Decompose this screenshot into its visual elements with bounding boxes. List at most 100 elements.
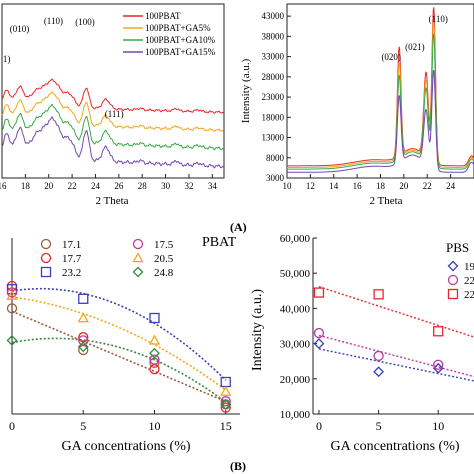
data-point <box>148 334 161 345</box>
data-point <box>313 287 325 298</box>
series-line <box>287 33 474 170</box>
legend-marker <box>40 266 52 278</box>
data-point <box>220 396 231 407</box>
trend-line <box>11 310 227 403</box>
x-axis-label: GA concentrations (%) <box>61 439 190 454</box>
data-point <box>433 326 444 337</box>
legend-label: 22 <box>464 289 474 301</box>
trend-lines <box>318 286 474 382</box>
trend-line <box>11 337 227 403</box>
x-tick-label: 10 <box>283 181 293 191</box>
data-points <box>6 280 232 413</box>
y-tick-label: 18000 <box>262 112 285 122</box>
legend-label: 22 <box>464 275 474 287</box>
legend-label: 100PBAT+GA10% <box>145 35 216 45</box>
data-point <box>6 289 18 300</box>
pbat-intensity-panel: 0 5 10 15 17.1 17.7 23.2 17.5 20.5 24.8 PBAT GA … <box>6 235 240 454</box>
x-axis-label: 2 Theta <box>369 195 402 207</box>
peak-label: (021) <box>405 42 425 52</box>
panel-label-a: (A) <box>230 220 247 234</box>
y-tick-label: 20,000 <box>280 374 311 386</box>
x-tick-label: 30 <box>161 181 171 191</box>
trend-line <box>318 286 474 338</box>
x-tick-label: 24 <box>91 181 101 191</box>
trend-lines <box>11 287 227 403</box>
data-point <box>149 347 160 359</box>
x-tick-label: 34 <box>208 181 218 191</box>
x-tick-label: 26 <box>114 181 124 191</box>
data-point <box>149 354 160 365</box>
data-point <box>432 362 444 374</box>
legend: 100PBAT 100PBAT+GA5% 100PBAT+GA10% 100PBAT+… <box>123 11 216 57</box>
x-tick-label: 20 <box>44 181 54 191</box>
plot-frame <box>1 3 225 179</box>
y-tick-label: 30,000 <box>280 339 311 351</box>
y-tick-label: 33000 <box>262 52 285 62</box>
x-tick-label: 12 <box>306 181 315 191</box>
data-point <box>6 287 18 298</box>
x-tick-label: 5 <box>80 419 86 433</box>
tick-group: 0 5 10 10,000 20,000 30,000 40,000 50,000 60,000 <box>280 233 444 433</box>
legend-label: 100PBAT <box>145 11 181 21</box>
legend-marker <box>40 252 52 264</box>
y-tick-label: 28000 <box>262 72 285 82</box>
data-point <box>313 327 325 339</box>
legend-label: 100PBAT+GA15% <box>145 47 216 57</box>
y-tick-label: 8000 <box>266 153 285 163</box>
legend-title: PBS <box>446 240 469 255</box>
data-point <box>6 284 18 295</box>
x-tick-label: 18 <box>376 181 386 191</box>
xrd-pbs-panel: 10 12 14 16 18 20 22 24 3000 8000 13000 18000 23000 2… <box>240 3 474 207</box>
x-tick-label: 5 <box>376 419 382 433</box>
legend-marker <box>40 238 52 250</box>
x-tick-label: 16 <box>0 181 7 191</box>
data-point <box>220 376 231 388</box>
x-tick-label: 24 <box>446 181 456 191</box>
legend-label: 100PBAT+GA5% <box>145 23 211 33</box>
x-tick-label: 28 <box>138 181 148 191</box>
x-tick-label: 14 <box>329 181 339 191</box>
y-tick-label: 40,000 <box>280 303 311 315</box>
series-line <box>1 78 224 114</box>
legend-label: 17.5 <box>154 239 174 251</box>
y-tick-label: 10,000 <box>280 409 311 421</box>
panel-label-b: (B) <box>230 459 246 473</box>
x-tick-label: 15 <box>220 419 232 433</box>
x-axis-label: 2 Theta <box>95 195 128 207</box>
data-points <box>313 287 444 378</box>
legend-marker <box>132 238 144 250</box>
y-tick-label: 38000 <box>262 31 285 41</box>
tick-group: 10 12 14 16 18 20 22 24 3000 8000 13000 18000 23000 2… <box>262 11 456 191</box>
legend: PBS 19 22 22 <box>446 240 474 301</box>
chart-title: PBAT <box>202 235 237 250</box>
data-point <box>373 350 384 362</box>
y-tick-label: 60,000 <box>280 233 311 245</box>
peak-label: (111) <box>105 109 124 119</box>
series-line <box>1 116 224 169</box>
x-tick-label: 20 <box>399 181 409 191</box>
data-point <box>78 344 89 356</box>
y-axis-label: Intensity (a.u.) <box>250 289 265 371</box>
series-line <box>1 103 224 151</box>
data-point <box>220 385 232 396</box>
xrd-pbat-panel: 16 18 20 22 24 26 28 30 32 34 1) (010) (110) (100) (1… <box>0 3 225 207</box>
data-point <box>78 335 89 346</box>
legend-marker <box>447 288 459 300</box>
x-tick-label: 32 <box>184 181 193 191</box>
data-point <box>373 366 385 378</box>
series-line <box>287 69 474 173</box>
trend-line <box>11 296 227 391</box>
legend-marker <box>132 266 144 278</box>
legend-marker <box>132 252 144 263</box>
legend-label: 24.8 <box>154 267 174 279</box>
legend-marker <box>447 260 459 272</box>
peak-label: 1) <box>3 54 11 64</box>
peak-label-group: (020) (021) (110) <box>381 14 447 62</box>
peak-label: (110) <box>429 14 448 24</box>
y-tick-label: 13000 <box>262 133 285 143</box>
legend-label: 17.1 <box>62 239 81 251</box>
trend-line <box>11 287 227 381</box>
x-tick-label: 0 <box>316 419 322 433</box>
data-point <box>220 402 231 413</box>
